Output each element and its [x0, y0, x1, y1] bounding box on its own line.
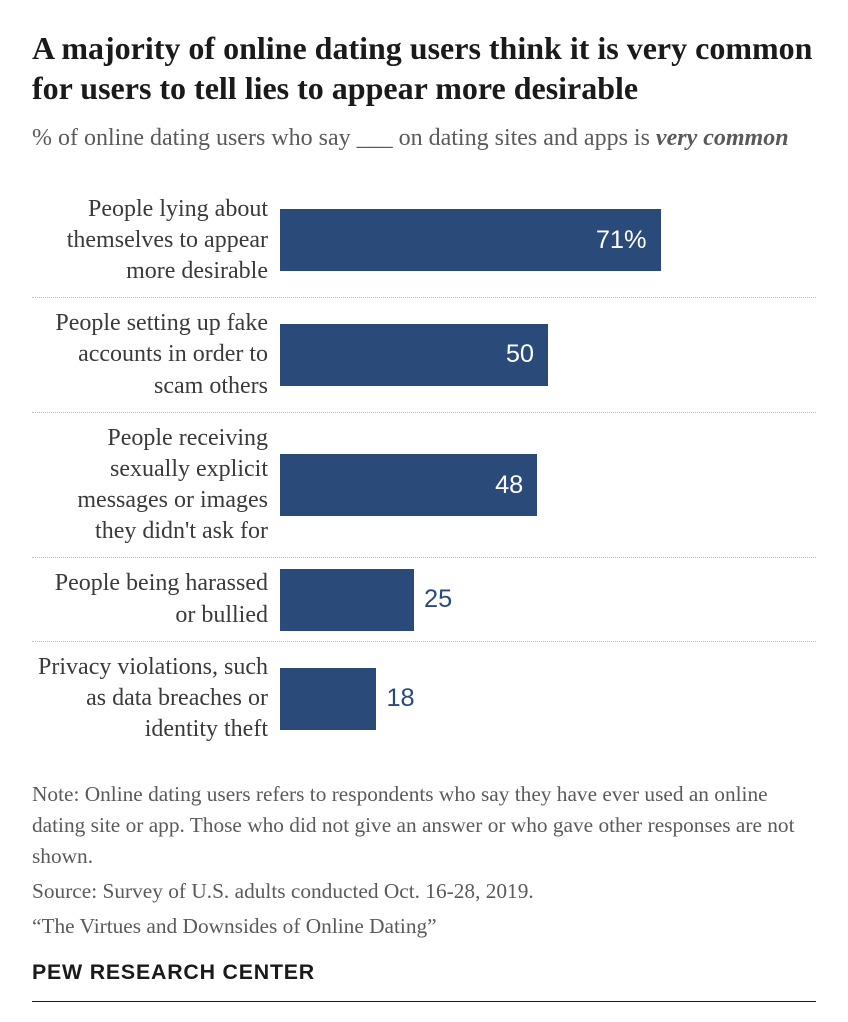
bar-chart: People lying about themselves to appear … — [32, 184, 816, 756]
bar-value: 71% — [596, 226, 661, 255]
bar-area: 48 — [280, 454, 816, 516]
chart-note: Note: Online dating users refers to resp… — [32, 779, 816, 872]
chart-row: People receiving sexually explicit messa… — [32, 413, 816, 559]
chart-title: A majority of online dating users think … — [32, 28, 816, 108]
category-label: People setting up fake accounts in order… — [32, 308, 280, 402]
bar-value: 25 — [414, 585, 452, 614]
bar-area: 71% — [280, 209, 816, 271]
bar-value: 18 — [376, 684, 414, 713]
chart-row: People being harassed or bullied 25 — [32, 558, 816, 641]
category-label: Privacy violations, such as data breache… — [32, 652, 280, 746]
bar-area: 50 — [280, 324, 816, 386]
category-label: People receiving sexually explicit messa… — [32, 423, 280, 548]
subtitle-emphasis: very common — [656, 125, 789, 151]
bar-value: 48 — [495, 471, 537, 500]
chart-row: People lying about themselves to appear … — [32, 184, 816, 299]
bar-area: 25 — [280, 569, 816, 631]
subtitle-blank: ___ — [357, 122, 393, 156]
chart-row: Privacy violations, such as data breache… — [32, 642, 816, 756]
subtitle-prefix: % of online dating users who say — [32, 125, 357, 151]
category-label: People being harassed or bullied — [32, 568, 280, 630]
subtitle-mid: on dating sites and apps is — [393, 125, 656, 151]
bar: 50 — [280, 324, 548, 386]
chart-source: Source: Survey of U.S. adults conducted … — [32, 876, 816, 907]
category-label: People lying about themselves to appear … — [32, 194, 280, 288]
bar-value: 50 — [506, 340, 548, 369]
chart-row: People setting up fake accounts in order… — [32, 298, 816, 413]
chart-report: “The Virtues and Downsides of Online Dat… — [32, 911, 816, 942]
chart-subtitle: % of online dating users who say ___ on … — [32, 122, 816, 156]
bar: 48 — [280, 454, 537, 516]
bar-area: 18 — [280, 668, 816, 730]
bar: 71% — [280, 209, 661, 271]
footer-attribution: PEW RESEARCH CENTER — [32, 960, 816, 1002]
bar — [280, 569, 414, 631]
bar — [280, 668, 376, 730]
